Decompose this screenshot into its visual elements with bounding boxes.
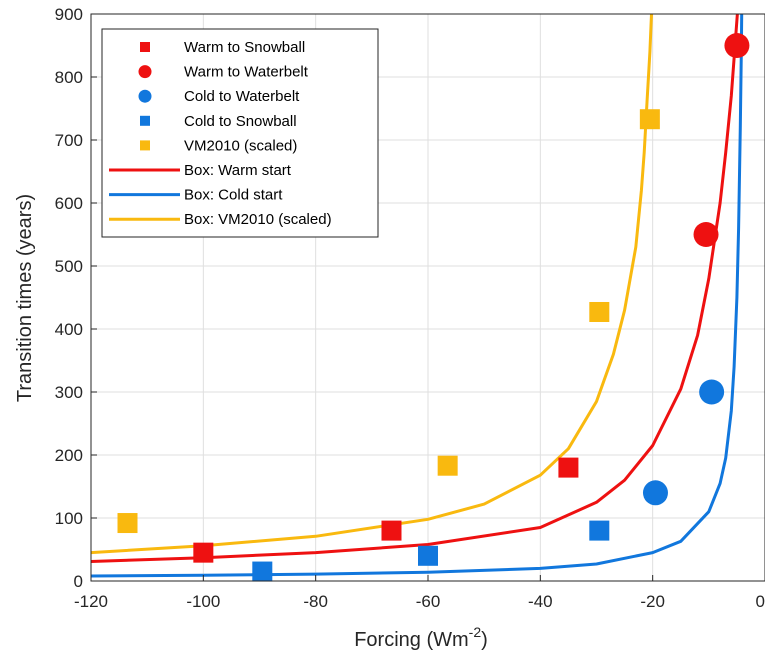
legend-entry: Box: Warm start (184, 162, 292, 179)
legend-entry: Box: Cold start (184, 187, 283, 204)
data-point-square (437, 455, 458, 476)
legend-entry: Warm to Waterbelt (184, 64, 309, 81)
x-tick-label: -80 (303, 592, 328, 611)
data-point-square (558, 457, 579, 478)
grid (90, 13, 765, 582)
legend: Warm to Snowball Warm to Waterbelt Cold to… (101, 28, 379, 238)
legend-entry: Warm to Snowball (184, 39, 305, 56)
data-point-square (639, 109, 660, 130)
markers (117, 33, 750, 582)
y-tick-label: 300 (55, 383, 83, 402)
x-axis-label-sup: -2 (469, 624, 482, 640)
data-point-square (193, 542, 214, 563)
legend-entry: Cold to Snowball (184, 113, 297, 130)
legend-entry: VM2010 (scaled) (184, 137, 297, 154)
y-tick-label: 900 (55, 5, 83, 24)
data-point-circle (724, 33, 750, 58)
data-point-square (140, 140, 150, 151)
legend-box (101, 28, 379, 238)
series-line (91, 14, 744, 578)
y-tick-label: 400 (55, 320, 83, 339)
data-point-square (589, 520, 610, 541)
x-tick-label: -120 (74, 592, 108, 611)
x-axis-label-close: ) (481, 629, 488, 651)
y-tick-label: 200 (55, 446, 83, 465)
data-point-square (140, 42, 150, 52)
y-tick-label: 600 (55, 194, 83, 213)
legend-entry: Box: VM2010 (scaled) (184, 211, 332, 228)
x-axis-label-main: Forcing (Wm (354, 629, 468, 651)
tick-labels: -120 -100 -80 -60 -40 -20 0 0 100 200 300 400 500 600… (55, 5, 765, 611)
data-point-circle (138, 65, 152, 79)
data-point-circle (699, 379, 725, 405)
y-tick-label: 800 (55, 68, 83, 87)
data-point-square (418, 545, 438, 566)
data-point-square (381, 520, 402, 541)
data-point-square (252, 561, 273, 582)
data-point-circle (138, 89, 152, 103)
y-axis-label: Transition times (years) (14, 194, 36, 402)
data-point-circle (693, 222, 719, 247)
y-tick-label: 700 (55, 131, 83, 150)
data-point-square (140, 115, 150, 126)
x-tick-label: -100 (186, 592, 220, 611)
x-tick-label: -40 (528, 592, 553, 611)
ticks (90, 13, 765, 582)
x-tick-label: 0 (756, 592, 765, 611)
data-point-circle (642, 480, 668, 506)
x-tick-label: -60 (416, 592, 441, 611)
legend-entry: Cold to Waterbelt (184, 88, 300, 105)
series-line (91, 14, 739, 563)
data-point-square (117, 513, 138, 534)
y-tick-label: 0 (74, 572, 83, 591)
y-tick-label: 100 (55, 509, 83, 528)
data-point-square (589, 301, 610, 322)
x-axis-label: Forcing (Wm-2) (354, 624, 488, 651)
y-tick-label: 500 (55, 257, 83, 276)
x-tick-label: -20 (640, 592, 665, 611)
